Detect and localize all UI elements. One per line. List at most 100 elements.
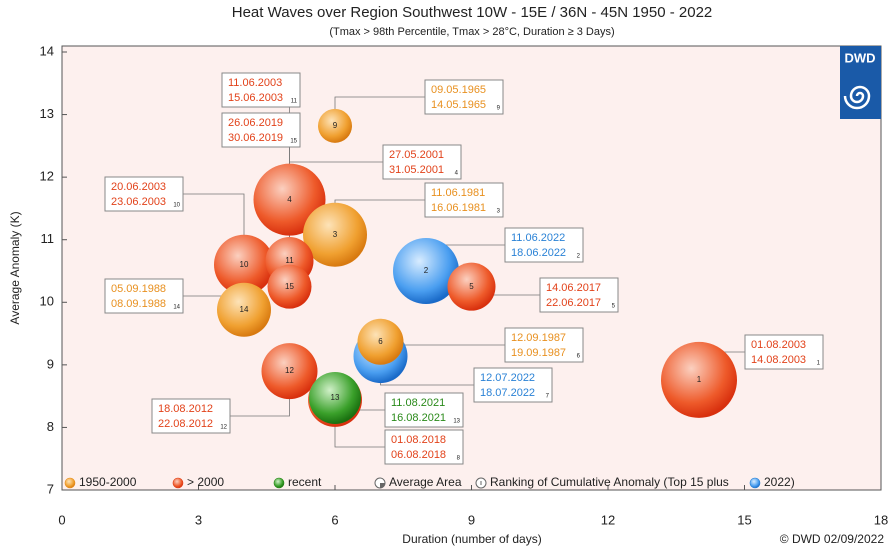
legend-dot bbox=[749, 477, 761, 489]
y-axis-label: Average Anomaly (K) bbox=[8, 211, 22, 324]
label-box bbox=[539, 277, 619, 313]
label-box bbox=[504, 327, 584, 363]
start-date: 12.09.1987 bbox=[511, 332, 566, 344]
start-date: 05.09.1988 bbox=[111, 283, 166, 295]
x-tick-label: 15 bbox=[737, 512, 751, 527]
rank-sub: 3 bbox=[497, 209, 501, 215]
rank-sub: 9 bbox=[497, 106, 501, 112]
rank-sub: 12 bbox=[220, 425, 227, 431]
label-box bbox=[384, 429, 464, 465]
bubble bbox=[303, 202, 367, 267]
end-date: 30.06.2019 bbox=[228, 132, 283, 144]
bubble-label: 13 bbox=[331, 393, 340, 402]
x-tick-label: 0 bbox=[58, 512, 65, 527]
rank-sub: 1 bbox=[817, 361, 821, 367]
x-tick-label: 6 bbox=[331, 512, 338, 527]
rank-sub: 4 bbox=[455, 171, 459, 177]
bubble bbox=[393, 238, 459, 304]
x-tick-label: 3 bbox=[195, 512, 202, 527]
y-tick-label: 14 bbox=[40, 43, 54, 58]
bubble-label: 5 bbox=[469, 282, 474, 291]
logo: DWD bbox=[844, 50, 875, 65]
end-date: 23.06.2003 bbox=[111, 196, 166, 208]
legend-label: Average Area bbox=[389, 475, 462, 489]
label-box bbox=[504, 227, 584, 263]
y-tick-label: 12 bbox=[40, 169, 54, 184]
chart-title: Heat Waves over Region Southwest 10W - 1… bbox=[232, 4, 713, 21]
rank-sub: 14 bbox=[173, 305, 180, 311]
label-box bbox=[473, 367, 553, 403]
bubble bbox=[217, 282, 271, 337]
label-box bbox=[744, 334, 824, 370]
logo-swirl bbox=[843, 85, 871, 110]
rank-sub: 13 bbox=[453, 419, 460, 425]
bubble-label: 15 bbox=[285, 282, 294, 291]
start-date: 09.05.1965 bbox=[431, 84, 486, 96]
bubble-label: 10 bbox=[240, 260, 249, 269]
bubble bbox=[267, 264, 312, 309]
label-box bbox=[384, 392, 464, 428]
end-date: 14.05.1965 bbox=[431, 99, 486, 111]
y-tick-label: 7 bbox=[47, 481, 54, 496]
end-date: 19.09.1987 bbox=[511, 347, 566, 359]
end-date: 16.06.1981 bbox=[431, 202, 486, 214]
y-tick-label: 11 bbox=[41, 231, 55, 246]
label-box bbox=[424, 182, 504, 218]
start-date: 14.06.2017 bbox=[546, 282, 601, 294]
start-date: 27.05.2001 bbox=[389, 149, 444, 161]
bubble-label: 2 bbox=[424, 266, 429, 275]
label-box bbox=[382, 144, 462, 180]
end-date: 08.09.1988 bbox=[111, 298, 166, 310]
bubble-label: 4 bbox=[287, 195, 292, 204]
bubble-label: 3 bbox=[333, 230, 338, 239]
legend-label: recent bbox=[288, 475, 322, 489]
bubble-label: 1 bbox=[697, 375, 702, 384]
end-date: 18.07.2022 bbox=[480, 387, 535, 399]
bubble bbox=[309, 372, 361, 425]
rank-sub: 7 bbox=[546, 394, 550, 400]
end-date: 18.06.2022 bbox=[511, 247, 566, 259]
end-date: 16.08.2021 bbox=[391, 412, 446, 424]
bubble bbox=[661, 341, 737, 418]
start-date: 11.06.2022 bbox=[511, 232, 565, 244]
end-date: 15.06.2003 bbox=[228, 92, 283, 104]
rank-sub: 11 bbox=[291, 99, 298, 105]
end-date: 22.06.2017 bbox=[546, 297, 601, 309]
x-axis-label: Duration (number of days) bbox=[402, 532, 541, 546]
legend-dot bbox=[64, 477, 76, 489]
bubble-label: 12 bbox=[285, 366, 294, 375]
start-date: 11.06.1981 bbox=[431, 187, 485, 199]
bubble bbox=[253, 163, 326, 236]
start-date: 01.08.2018 bbox=[391, 434, 446, 446]
bubble bbox=[261, 343, 318, 400]
rank-sub: 5 bbox=[612, 304, 616, 310]
rank-sub: 2 bbox=[577, 254, 581, 260]
rank-sub: 10 bbox=[173, 203, 180, 209]
end-date: 22.08.2012 bbox=[158, 418, 213, 430]
y-tick-label: 13 bbox=[40, 106, 54, 121]
legend-label: 1950-2000 bbox=[79, 475, 137, 489]
y-tick-label: 8 bbox=[47, 419, 54, 434]
legend-icon bbox=[380, 483, 385, 488]
bubble-label: 11 bbox=[285, 256, 294, 265]
rank-sub: 8 bbox=[457, 456, 461, 462]
start-date: 11.06.2003 bbox=[228, 77, 282, 89]
x-tick-label: 18 bbox=[874, 512, 888, 527]
label-box bbox=[221, 72, 301, 108]
x-tick-label: 9 bbox=[468, 512, 475, 527]
bubble bbox=[318, 108, 352, 143]
label-box bbox=[151, 398, 231, 434]
end-date: 14.08.2003 bbox=[751, 354, 806, 366]
end-date: 06.08.2018 bbox=[391, 449, 446, 461]
chart-subtitle: (Tmax > 98th Percentile, Tmax > 28°C, Du… bbox=[329, 26, 614, 38]
label-box bbox=[221, 112, 301, 148]
y-tick-label: 9 bbox=[47, 356, 54, 371]
legend-label: > 2000 bbox=[187, 475, 224, 489]
bubble bbox=[447, 262, 496, 311]
start-date: 12.07.2022 bbox=[480, 372, 535, 384]
y-tick-label: 10 bbox=[40, 294, 54, 309]
bubble bbox=[357, 318, 404, 365]
rank-sub: 15 bbox=[290, 139, 297, 145]
label-box bbox=[104, 278, 184, 314]
